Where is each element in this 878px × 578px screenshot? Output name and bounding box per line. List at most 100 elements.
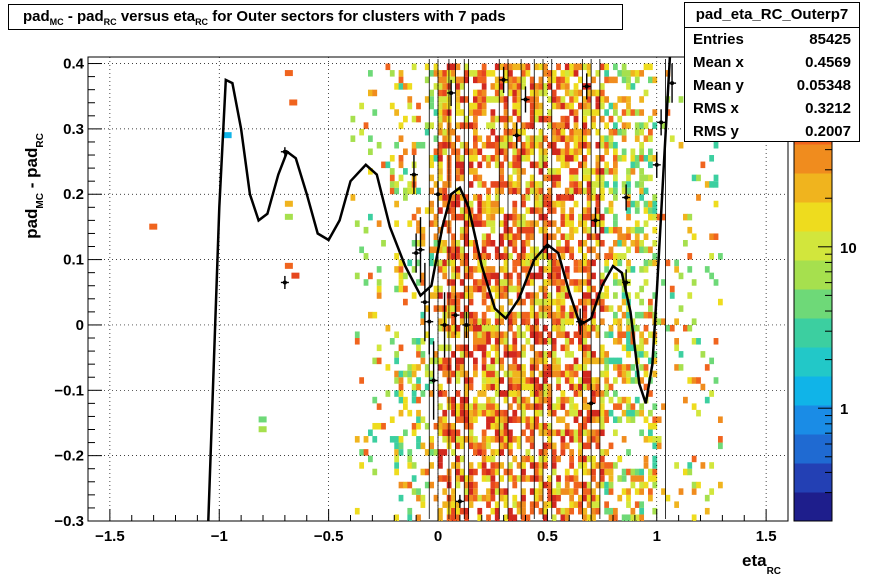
heatmap-cell xyxy=(573,96,579,103)
heatmap-cell xyxy=(569,338,575,345)
heatmap-cell xyxy=(617,357,623,365)
heatmap-cell xyxy=(529,305,535,312)
heatmap-cell xyxy=(525,187,531,195)
heatmap-cell xyxy=(564,266,570,273)
heatmap-cell xyxy=(407,187,413,195)
heatmap-cell xyxy=(648,331,653,339)
heatmap-cell xyxy=(538,396,544,404)
heatmap-cell xyxy=(547,436,553,443)
heatmap-cell xyxy=(652,155,658,162)
heatmap-cell xyxy=(543,449,548,456)
heatmap-cell xyxy=(639,488,645,495)
heatmap-cell xyxy=(538,351,544,358)
heatmap-cell xyxy=(564,351,570,358)
heatmap-cell xyxy=(525,455,531,463)
heatmap-cell xyxy=(543,324,548,332)
heatmap-cell xyxy=(630,83,636,90)
heatmap-cell xyxy=(639,298,645,306)
heatmap-cell xyxy=(516,416,522,423)
heatmap-cell xyxy=(403,396,408,404)
heatmap-cell xyxy=(718,416,723,423)
heatmap-cell xyxy=(438,128,443,136)
heatmap-cell xyxy=(661,279,666,286)
heatmap-cell xyxy=(709,272,715,280)
heatmap-cell xyxy=(499,436,505,443)
heatmap-cell xyxy=(490,239,496,247)
heatmap-cell xyxy=(438,292,443,299)
heatmap-cell xyxy=(477,266,483,273)
heatmap-cell xyxy=(534,488,540,495)
heatmap-cell xyxy=(556,429,561,437)
heatmap-cell xyxy=(582,370,588,378)
heatmap-cell xyxy=(490,481,496,489)
heatmap-cell xyxy=(455,122,461,129)
heatmap-cell xyxy=(604,161,610,169)
heatmap-cell xyxy=(477,514,483,521)
heatmap-cell xyxy=(599,429,605,437)
heatmap-cell xyxy=(586,207,592,214)
heatmap-cell xyxy=(529,122,535,129)
heatmap-cell xyxy=(398,390,404,397)
heatmap-cell xyxy=(477,449,483,456)
heatmap-cell xyxy=(481,141,487,149)
heatmap-cell xyxy=(634,220,640,227)
heatmap-cell xyxy=(564,239,570,247)
heatmap-cell xyxy=(455,76,461,84)
heatmap-cell xyxy=(696,481,701,489)
heatmap-cell xyxy=(643,279,649,286)
heatmap-cell xyxy=(512,455,518,463)
heatmap-cell xyxy=(429,220,435,227)
heatmap-cell xyxy=(490,272,496,280)
heatmap-cell xyxy=(376,422,382,430)
heatmap-cell xyxy=(486,436,491,443)
heatmap-cell xyxy=(481,155,487,162)
heatmap-cell xyxy=(525,318,531,325)
heatmap-cell xyxy=(438,455,443,463)
heatmap-cell xyxy=(696,194,701,201)
heatmap-cell xyxy=(473,488,478,495)
heatmap-cell xyxy=(516,501,522,508)
heatmap-cell xyxy=(582,96,588,103)
heatmap-cell xyxy=(420,279,426,286)
heatmap-cell xyxy=(534,102,540,110)
heatmap-cell xyxy=(521,213,526,221)
heatmap-cell xyxy=(604,226,610,234)
heatmap-cell xyxy=(512,213,518,221)
heatmap-cell xyxy=(516,102,522,110)
heatmap-cell xyxy=(560,155,566,162)
heatmap-cell xyxy=(578,161,583,169)
heatmap-cell xyxy=(389,187,395,195)
heatmap-cell xyxy=(451,409,456,417)
heatmap-cell xyxy=(586,357,592,365)
heatmap-cell xyxy=(433,285,439,293)
heatmap-cell xyxy=(687,462,693,469)
stats-label: Mean y xyxy=(693,77,744,94)
heatmap-cell xyxy=(407,409,413,417)
heatmap-cell xyxy=(591,181,596,188)
heatmap-cell xyxy=(547,311,553,319)
profile-point xyxy=(514,133,519,138)
heatmap-cell xyxy=(486,96,491,103)
x-axis-title: etaRC xyxy=(742,551,781,577)
heatmap-cell xyxy=(648,76,653,84)
heatmap-cell xyxy=(604,76,610,84)
heatmap-cell xyxy=(569,148,575,156)
heatmap-cell xyxy=(525,194,531,201)
heatmap-cell xyxy=(538,383,544,391)
heatmap-cell xyxy=(578,246,583,254)
heatmap-cell xyxy=(630,468,636,476)
heatmap-cell xyxy=(573,63,579,71)
heatmap-cell xyxy=(494,76,500,84)
heatmap-cell xyxy=(486,155,491,162)
heatmap-cell xyxy=(551,122,557,129)
heatmap-cell xyxy=(569,488,575,495)
heatmap-cell xyxy=(429,253,435,260)
heatmap-cell xyxy=(529,187,535,195)
heatmap-cell xyxy=(578,449,583,456)
heatmap-cell xyxy=(376,220,382,227)
heatmap-cell xyxy=(420,226,426,234)
heatmap-cell xyxy=(599,370,605,378)
heatmap-cell xyxy=(604,122,610,129)
heatmap-cell xyxy=(521,253,526,260)
heatmap-cell xyxy=(683,213,688,221)
